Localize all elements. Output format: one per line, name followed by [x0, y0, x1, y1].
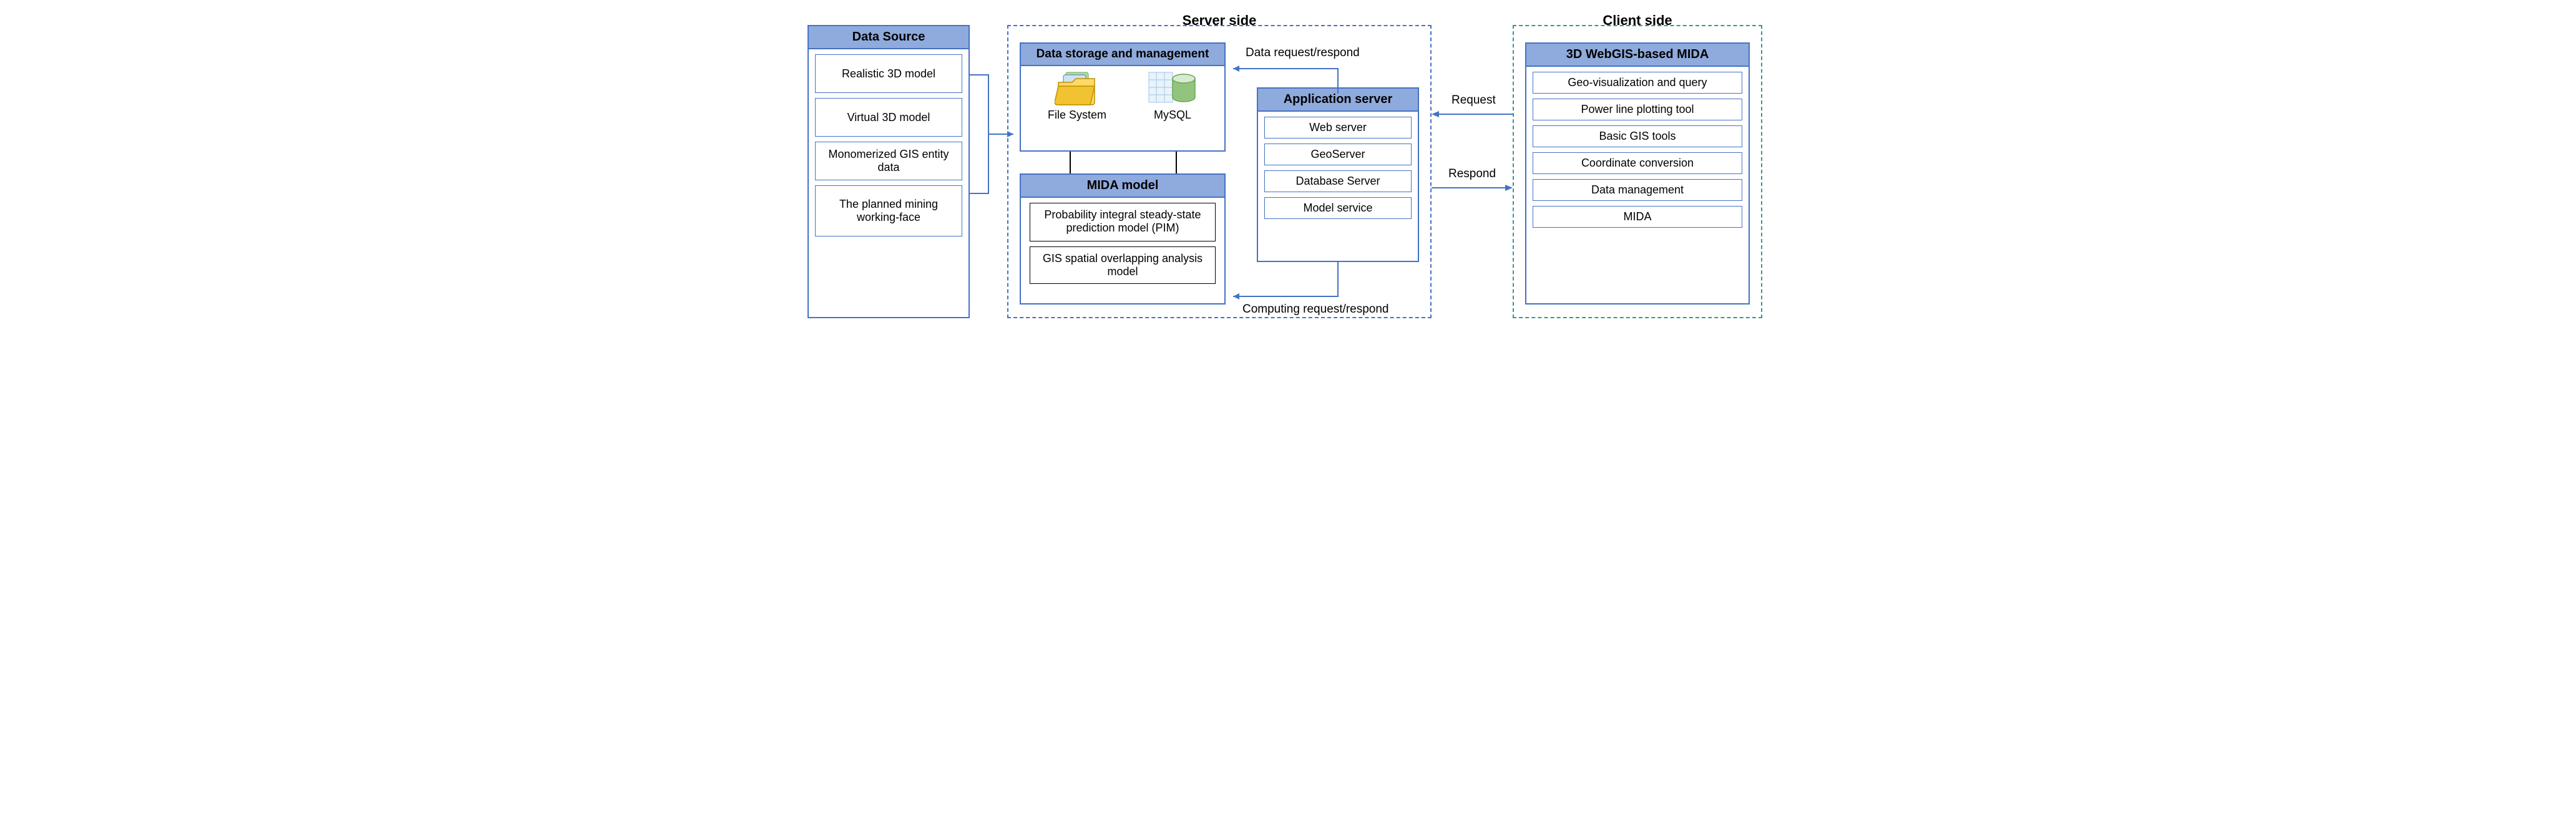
respond-arrow — [1432, 183, 1513, 193]
data-storage-panel: Data storage and management File System — [1020, 42, 1226, 152]
webgis-panel: 3D WebGIS-based MIDA Geo-visualization a… — [1525, 42, 1750, 304]
app-item: GeoServer — [1264, 144, 1412, 165]
file-system-icon: File System — [1048, 70, 1106, 122]
data-source-title: Data Source — [809, 26, 968, 49]
request-arrow — [1432, 109, 1513, 119]
mida-model-title: MIDA model — [1021, 175, 1224, 198]
client-item: Power line plotting tool — [1533, 99, 1742, 120]
request-label: Request — [1450, 94, 1497, 107]
mida-item: GIS spatial overlapping analysis model — [1030, 246, 1216, 284]
data-req-arrow — [1226, 62, 1338, 94]
webgis-title: 3D WebGIS-based MIDA — [1526, 44, 1749, 67]
server-side-title: Server side — [1007, 12, 1432, 29]
data-req-label: Data request/respond — [1244, 46, 1361, 60]
data-source-panel: Data Source Realistic 3D model Virtual 3… — [807, 25, 970, 318]
data-storage-title: Data storage and management — [1021, 44, 1224, 66]
connector-line — [1070, 152, 1071, 173]
client-item: Geo-visualization and query — [1533, 72, 1742, 94]
ds-to-server-arrow — [970, 69, 1020, 206]
ds-item: Monomerized GIS entity data — [815, 142, 962, 180]
client-side-title: Client side — [1513, 12, 1762, 29]
mida-item: Probability integral steady-state predic… — [1030, 203, 1216, 241]
mysql-label: MySQL — [1148, 109, 1198, 122]
app-item: Database Server — [1264, 170, 1412, 192]
mida-model-panel: MIDA model Probability integral steady-s… — [1020, 173, 1226, 304]
client-item: Coordinate conversion — [1533, 152, 1742, 174]
ds-item: Virtual 3D model — [815, 98, 962, 137]
comp-req-arrow — [1226, 262, 1338, 303]
ds-item: The planned mining working-face — [815, 185, 962, 236]
ds-item: Realistic 3D model — [815, 54, 962, 93]
app-item: Model service — [1264, 197, 1412, 219]
architecture-diagram: Data Source Realistic 3D model Virtual 3… — [807, 12, 1769, 337]
file-system-label: File System — [1048, 109, 1106, 122]
app-server-panel: Application server Web server GeoServer … — [1257, 87, 1419, 262]
client-item: Basic GIS tools — [1533, 125, 1742, 147]
respond-label: Respond — [1447, 167, 1497, 181]
client-item: MIDA — [1533, 206, 1742, 228]
client-item: Data management — [1533, 179, 1742, 201]
app-item: Web server — [1264, 117, 1412, 139]
mysql-icon: MySQL — [1148, 70, 1198, 122]
comp-req-label: Computing request/respond — [1241, 303, 1390, 316]
connector-line — [1176, 152, 1177, 173]
